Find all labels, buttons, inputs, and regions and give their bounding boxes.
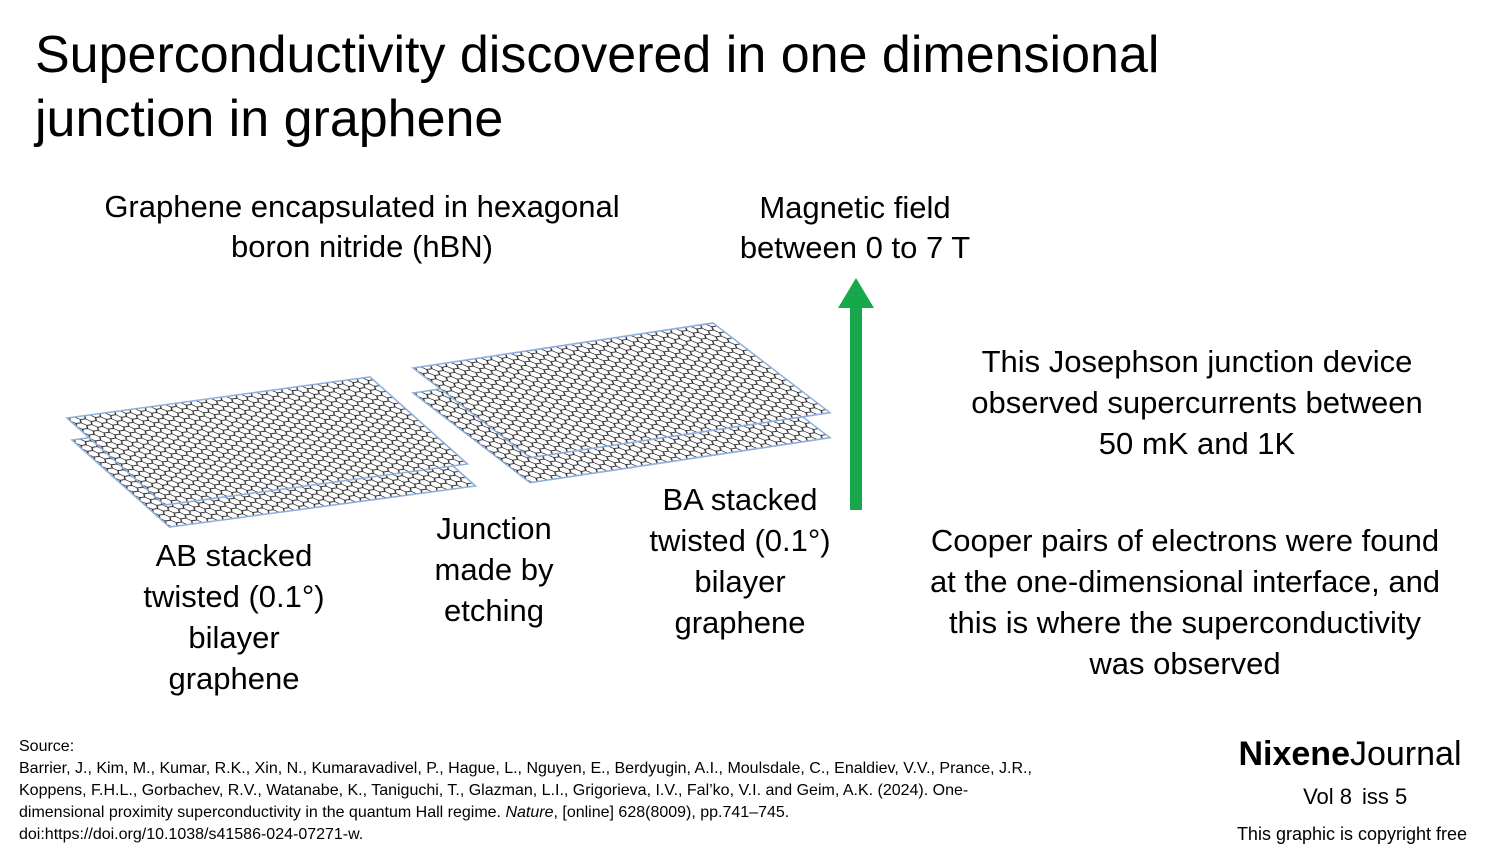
ba-stack-label-line: bilayer	[694, 564, 785, 599]
citation-line: dimensional proximity superconductivity …	[19, 804, 789, 821]
title-line: Superconductivity discovered in one dime…	[35, 26, 1159, 84]
junction-label-line: etching	[444, 593, 544, 628]
brand-bold: Nixene	[1238, 735, 1350, 773]
ab-stack-label: AB stacked twisted (0.1°) bilayer graphene	[143, 538, 324, 696]
title-line: junction in graphene	[33, 90, 503, 148]
device-label-line: observed supercurrents between	[971, 385, 1422, 420]
volume: Vol 8	[1303, 784, 1352, 809]
citation-part: Barrier, J., Kim, M., Kumar, R.K., Xin, …	[19, 760, 1032, 777]
copyright: This graphic is copyright free	[1237, 824, 1467, 844]
brand-name: NixeneJournal	[1238, 735, 1461, 773]
citation-part: dimensional proximity superconductivity …	[19, 804, 505, 821]
title: Superconductivity discovered in one dime…	[33, 26, 1159, 148]
citation-line: Barrier, J., Kim, M., Kumar, R.K., Xin, …	[19, 760, 1032, 777]
hbn-label: Graphene encapsulated in hexagonal boron …	[104, 189, 619, 264]
citation-part: doi:https://doi.org/10.1038/s41586-024-0…	[19, 826, 363, 843]
citation-part: Koppens, F.H.L., Gorbachev, R.V., Watana…	[19, 782, 968, 799]
citation-line: Koppens, F.H.L., Gorbachev, R.V., Watana…	[19, 782, 968, 799]
issue: iss 5	[1362, 784, 1407, 809]
cooper-pairs-label: Cooper pairs of electrons were found at t…	[930, 523, 1440, 681]
magnetic-field-arrow	[838, 278, 874, 510]
cooper-pairs-label-line: Cooper pairs of electrons were found	[931, 523, 1439, 558]
device-label-line: This Josephson junction device	[982, 344, 1413, 379]
citation-part: Nature	[505, 804, 553, 821]
citation-line: doi:https://doi.org/10.1038/s41586-024-0…	[19, 826, 363, 843]
hbn-label-line: Graphene encapsulated in hexagonal	[104, 189, 619, 224]
ba-stack-label: BA stacked twisted (0.1°) bilayer graphene	[649, 482, 830, 640]
ba-stack-label-line: graphene	[674, 605, 805, 640]
source-heading: Source:	[19, 738, 74, 755]
cooper-pairs-label-line: was observed	[1088, 646, 1280, 681]
magnetic-field-label-line: between 0 to 7 T	[740, 230, 970, 265]
ab-stack-label-line: twisted (0.1°)	[143, 579, 324, 614]
junction-label: Junction made by etching	[435, 511, 554, 628]
graphene-sheet	[65, 376, 470, 506]
device-label: This Josephson junction device observed s…	[971, 344, 1422, 461]
cooper-pairs-label-line: this is where the superconductivity	[949, 605, 1422, 640]
ab-stack-label-line: bilayer	[188, 620, 279, 655]
ba-stack-label-line: BA stacked	[662, 482, 817, 517]
magnetic-field-label-line: Magnetic field	[759, 190, 950, 225]
device-label-line: 50 mK and 1K	[1099, 426, 1296, 461]
magnetic-field-label: Magnetic field between 0 to 7 T	[740, 190, 970, 265]
citation-part: , [online] 628(8009), pp.741–745.	[553, 804, 789, 821]
cooper-pairs-label-line: at the one-dimensional interface, and	[930, 564, 1440, 599]
ab-stack-label-line: AB stacked	[156, 538, 313, 573]
ab-stack-label-line: graphene	[168, 661, 299, 696]
hbn-label-line: boron nitride (hBN)	[231, 229, 493, 264]
junction-label-line: made by	[435, 552, 554, 587]
graphene-sheet	[411, 322, 832, 459]
graphene-sheets	[65, 322, 832, 528]
ba-stack-label-line: twisted (0.1°)	[649, 523, 830, 558]
brand-light: Journal	[1350, 735, 1462, 773]
junction-label-line: Junction	[436, 511, 551, 546]
